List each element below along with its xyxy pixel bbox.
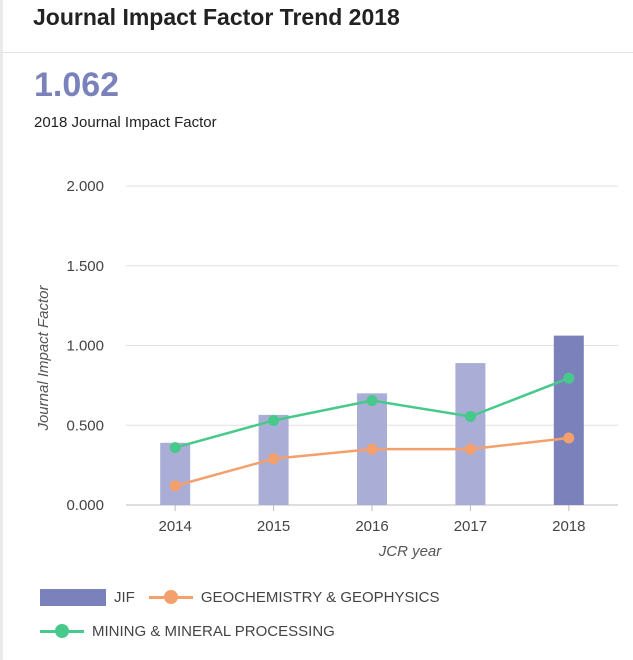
y-tick-labels: 0.000 0.500 1.000 1.500 2.000 [66,178,104,514]
legend-label-mining: MINING & MINERAL PROCESSING [92,622,335,640]
legend-swatch-jif [40,588,106,606]
jif-bar-2014 [160,442,191,505]
legend-row-2: MINING & MINERAL PROCESSING [40,620,349,642]
frame-left-edge [0,0,3,660]
legend-item-jif[interactable]: JIF [40,588,135,606]
category-lines [169,372,575,492]
x-tick-label-2018: 2018 [552,518,585,535]
geochemistry-point-2017 [464,443,476,455]
mining-point-2014 [169,442,181,454]
legend-item-mining[interactable]: MINING & MINERAL PROCESSING [40,623,335,640]
x-tick-label-2015: 2015 [257,518,290,535]
page-title: Journal Impact Factor Trend 2018 [33,4,400,30]
mining-point-2018 [563,372,575,384]
jif-bars [160,335,584,505]
geochemistry-point-2014 [169,480,181,492]
y-tick-label-1: 0.500 [66,417,104,434]
y-axis-label: Journal Impact Factor [35,284,52,431]
jif-value: 1.062 [34,66,120,104]
x-axis-label: JCR year [378,543,443,560]
jif-bar-2018 [553,335,584,505]
mining-point-2015 [268,414,280,426]
jif-label: 2018 Journal Impact Factor [34,114,217,131]
y-tick-label-4: 2.000 [66,178,104,195]
jif-bar-2017 [455,363,486,505]
mining-point-2016 [366,395,378,407]
legend-swatch-geochemistry [148,589,193,605]
legend-label-jif: JIF [114,588,135,606]
header: Journal Impact Factor Trend 2018 [0,0,633,53]
geochemistry-point-2018 [563,432,575,444]
y-tick-label-3: 1.500 [66,258,104,275]
geochemistry-point-2016 [366,443,378,455]
y-tick-label-0: 0.000 [66,497,104,514]
x-tick-labels: 2014 2015 2016 2017 2018 [159,505,585,535]
mining-point-2017 [464,410,476,422]
x-tick-label-2016: 2016 [355,518,388,535]
geochemistry-point-2015 [268,453,280,465]
legend-swatch-mining [40,623,84,639]
x-tick-label-2017: 2017 [454,518,487,535]
legend-label-geochemistry: GEOCHEMISTRY & GEOPHYSICS [200,588,440,606]
legend-item-geochemistry[interactable]: GEOCHEMISTRY & GEOPHYSICS [148,588,440,606]
legend-row-1: JIF GEOCHEMISTRY & GEOPHYSICS [40,586,454,608]
x-tick-label-2014: 2014 [159,518,192,535]
y-tick-label-2: 1.000 [66,338,104,355]
